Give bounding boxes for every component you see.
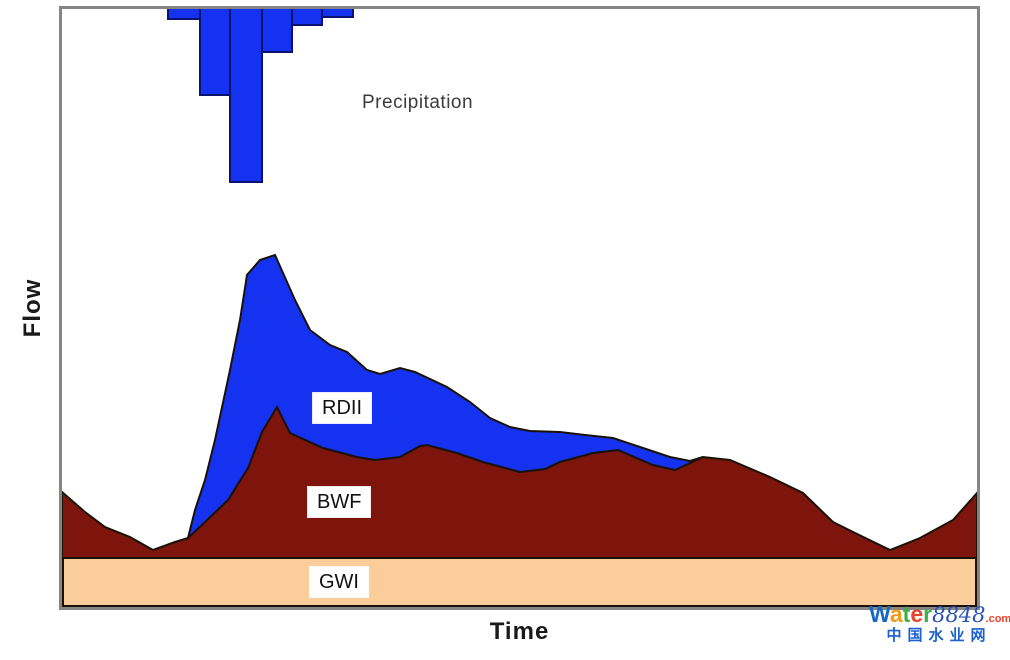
precipitation-bar-1	[199, 9, 231, 96]
precipitation-label: Precipitation	[362, 92, 474, 113]
rdii-area-label: RDII	[313, 393, 371, 423]
watermark-chinese-line: 中国水业网	[886, 627, 992, 645]
water8848-logo: Water8848.com 中国水业网	[869, 601, 1010, 645]
gwi-area	[62, 557, 977, 607]
watermark-part: W	[869, 601, 890, 627]
y-axis-label: Flow	[19, 278, 46, 338]
watermark-part: t	[902, 601, 911, 627]
watermark-brand-line: Water8848.com	[869, 601, 1010, 627]
precipitation-bar-4	[291, 9, 323, 26]
watermark-part: 8848	[932, 603, 986, 627]
watermark-part: e	[910, 601, 924, 627]
watermark-part: a	[889, 601, 903, 627]
precipitation-bar-2	[229, 9, 263, 183]
rdii-area	[186, 253, 704, 542]
precipitation-bar-3	[261, 9, 293, 53]
watermark-part: r	[923, 601, 933, 627]
bwf-area-label: BWF	[308, 487, 371, 517]
x-axis-label: Time	[489, 618, 550, 645]
gwi-area-label: GWI	[310, 567, 368, 597]
precipitation-bar-0	[167, 9, 201, 20]
hydrograph-svg	[62, 9, 977, 607]
watermark-part: .com	[985, 613, 1010, 625]
plot-area: Precipitation RDII BWF GWI	[59, 6, 980, 610]
precipitation-bar-5	[321, 9, 354, 18]
